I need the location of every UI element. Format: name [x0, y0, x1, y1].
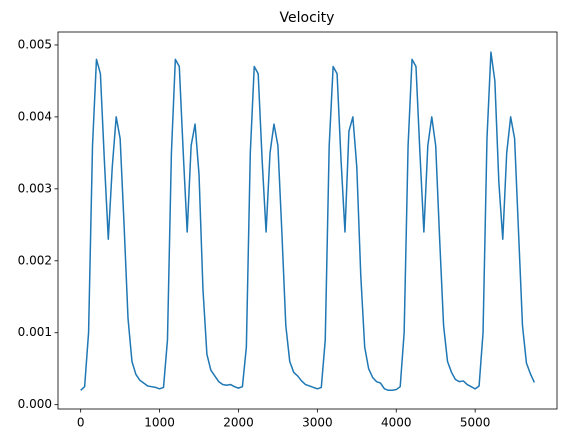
x-tick-label: 0 [77, 416, 85, 430]
chart-title: Velocity [280, 10, 335, 26]
line-series [80, 51, 536, 392]
plot-frame [57, 31, 558, 410]
y-tick-label: 0.002 [18, 253, 52, 267]
y-tick-label: 0.001 [18, 325, 52, 339]
x-tick-label: 4000 [381, 416, 412, 430]
x-tick-label: 1000 [144, 416, 175, 430]
y-tick-label: 0.005 [18, 37, 52, 51]
y-tick-label: 0.000 [18, 397, 52, 411]
x-tick-label: 2000 [223, 416, 254, 430]
x-tick-label: 5000 [460, 416, 491, 430]
y-tick-label: 0.004 [18, 109, 52, 123]
y-tick-label: 0.003 [18, 181, 52, 195]
x-tick-label: 3000 [302, 416, 333, 430]
